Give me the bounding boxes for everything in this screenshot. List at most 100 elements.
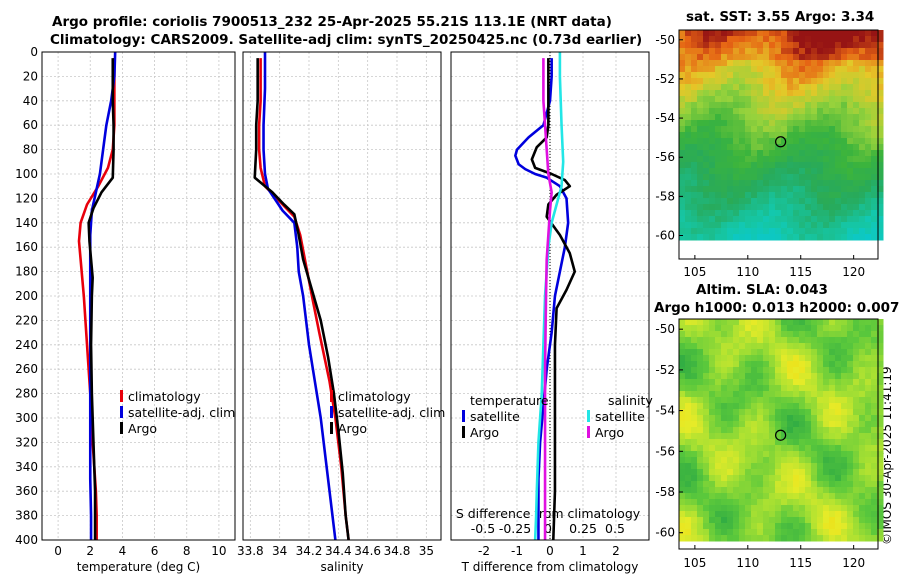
sst-cell: [823, 204, 830, 211]
sla-cell: [787, 415, 794, 422]
sla-cell: [685, 487, 692, 494]
sla-cell: [853, 499, 860, 506]
sla-cell: [763, 319, 770, 326]
sst-cell: [865, 60, 872, 67]
sst-cell: [757, 102, 764, 109]
sla-cell: [787, 409, 794, 416]
sla-cell: [727, 451, 734, 458]
sla-cell: [697, 343, 704, 350]
sst-cell: [763, 180, 770, 187]
sst-cell: [853, 162, 860, 169]
sla-cell: [799, 469, 806, 476]
temperature-series-argo: [87, 58, 115, 540]
sla-cell: [871, 403, 878, 410]
sst-cell: [859, 162, 866, 169]
sla-cell: [781, 427, 788, 434]
sst-cell: [679, 198, 686, 205]
sst-cell: [733, 186, 740, 193]
sla-cell: [859, 529, 866, 536]
sla-cell: [703, 331, 710, 338]
sst-cell: [781, 78, 788, 85]
sla-cell: [757, 385, 764, 392]
sla-cell: [721, 325, 728, 332]
sst-cell: [763, 156, 770, 163]
sst-cell: [811, 72, 818, 79]
sla-cell: [859, 379, 866, 386]
sst-cell: [793, 120, 800, 127]
sla-cell: [799, 355, 806, 362]
sla-cell: [805, 385, 812, 392]
sla-cell: [853, 439, 860, 446]
sla-cell: [739, 391, 746, 398]
sst-cell: [733, 36, 740, 43]
sla-cell: [871, 475, 878, 482]
sla-cell: [709, 415, 716, 422]
sla-cell: [715, 361, 722, 368]
sla-cell: [853, 481, 860, 488]
sst-cell: [739, 198, 746, 205]
sla-cell: [853, 403, 860, 410]
sst-cell: [787, 48, 794, 55]
sst-cell: [877, 186, 884, 193]
salinity-difference-axis-label: S difference from climatology: [456, 506, 641, 521]
sla-cell: [859, 499, 866, 506]
sla-cell: [751, 523, 758, 530]
sst-cell: [847, 222, 854, 229]
sst-cell: [709, 150, 716, 157]
sla-cell: [757, 499, 764, 506]
sla-cell: [769, 379, 776, 386]
depth-tick-label: 320: [15, 435, 38, 449]
sla-cell: [775, 325, 782, 332]
sst-cell: [853, 156, 860, 163]
sst-cell: [787, 36, 794, 43]
sla-cell: [829, 403, 836, 410]
sst-cell: [715, 114, 722, 121]
sst-cell: [697, 162, 704, 169]
sst-cell: [811, 84, 818, 91]
sla-cell: [715, 409, 722, 416]
sla-cell: [793, 499, 800, 506]
sla-cell: [823, 517, 830, 524]
sst-cell: [781, 54, 788, 61]
sla-cell: [757, 451, 764, 458]
sla-cell: [787, 457, 794, 464]
sla-cell: [835, 511, 842, 518]
sst-cell: [811, 222, 818, 229]
sla-cell: [733, 529, 740, 536]
salinity-legend-label: climatology: [338, 389, 411, 404]
sla-cell: [841, 493, 848, 500]
sst-cell: [865, 66, 872, 73]
sst-cell: [865, 204, 872, 211]
sla-cell: [853, 415, 860, 422]
sst-cell: [829, 72, 836, 79]
sst-cell: [811, 48, 818, 55]
sla-cell: [775, 493, 782, 500]
sla-cell: [757, 433, 764, 440]
sla-cell: [709, 499, 716, 506]
sst-cell: [805, 72, 812, 79]
sst-cell: [805, 108, 812, 115]
sla-cell: [877, 511, 884, 518]
sst-cell: [859, 180, 866, 187]
sst-cell: [871, 102, 878, 109]
sst-cell: [691, 36, 698, 43]
sla-cell: [787, 499, 794, 506]
sla-cell: [865, 511, 872, 518]
sst-cell: [685, 90, 692, 97]
sla-cell: [751, 421, 758, 428]
sla-cell: [877, 427, 884, 434]
sla-cell: [721, 319, 728, 326]
sla-cell: [805, 319, 812, 326]
sst-cell: [865, 162, 872, 169]
sla-cell: [721, 445, 728, 452]
sst-cell: [871, 138, 878, 145]
sst-cell: [841, 204, 848, 211]
sla-cell: [877, 523, 884, 530]
sla-cell: [733, 445, 740, 452]
sst-cell: [751, 168, 758, 175]
sla-cell: [835, 349, 842, 356]
sst-cell: [877, 126, 884, 133]
sla-cell: [757, 463, 764, 470]
sla-cell: [697, 487, 704, 494]
sla-cell: [691, 367, 698, 374]
